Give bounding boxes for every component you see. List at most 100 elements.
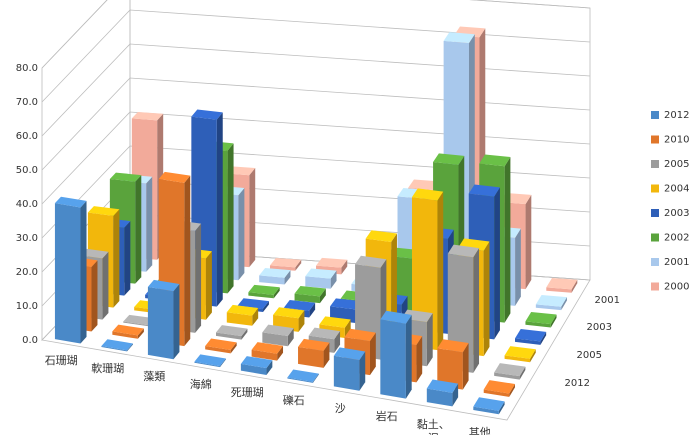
bars-layer (54, 26, 578, 415)
bar-side (319, 288, 326, 304)
bar-top (319, 316, 351, 328)
bar-side (341, 259, 348, 275)
depth-label: 2001 (595, 295, 620, 306)
bar-2010-2 (112, 324, 144, 339)
y-tick-label: 20.0 (16, 267, 38, 278)
bar-side (287, 328, 294, 347)
category-label: 死珊瑚 (231, 386, 264, 399)
bar-top (147, 279, 180, 292)
category-label: 岩石 (376, 409, 398, 423)
bar-front (504, 355, 531, 363)
bar-front (269, 265, 296, 271)
bar-2001-10 (535, 294, 567, 311)
bar-side (369, 332, 376, 376)
bar-side (462, 343, 469, 390)
bar-2004-4 (226, 304, 259, 326)
bar-side (519, 366, 526, 380)
legend-label: 2004 (664, 184, 689, 195)
bar-2002-5 (294, 285, 326, 304)
bar-front (525, 321, 551, 328)
bar-front (215, 332, 242, 340)
bar-2012-10 (473, 397, 505, 415)
bar-2002-4 (248, 284, 280, 299)
bar-top (355, 255, 387, 268)
legend-swatch (651, 258, 659, 266)
bar-side (284, 270, 291, 285)
bar-side (249, 168, 256, 268)
bar-top (365, 230, 397, 243)
bar-side (277, 345, 284, 361)
bar-2010-10 (483, 380, 515, 397)
bar-2012-8 (380, 310, 412, 399)
bar-top (408, 179, 440, 190)
bar-side (126, 343, 133, 352)
bar-front (473, 406, 499, 415)
bar-2012-4 (194, 354, 226, 368)
bar-side (295, 259, 302, 271)
bar-top (483, 380, 515, 394)
bar-top (411, 188, 444, 201)
bar-top (287, 369, 319, 382)
bar-2012-1 (54, 196, 87, 344)
bar-top (426, 379, 459, 393)
bar-2004-10 (504, 346, 536, 363)
bar-2005-10 (494, 363, 526, 380)
bar-side (266, 360, 273, 375)
category-label: 藻類 (143, 370, 165, 383)
depth-axis-labels: 2001 2003 2005 2012 (565, 295, 620, 389)
bar-front (294, 293, 320, 304)
bar-top (316, 257, 348, 268)
bar-front (287, 377, 313, 383)
legend-label: 2010 (664, 135, 689, 146)
bar-2000-4 (269, 257, 302, 271)
bar-top (54, 196, 87, 208)
legend-swatch (651, 135, 659, 144)
legend-label: 2001 (664, 257, 689, 268)
gridline (41, 77, 591, 171)
bar-top (443, 32, 475, 44)
bar-front (333, 355, 360, 391)
bar-top (101, 339, 133, 351)
bar-side (334, 331, 341, 353)
bar-2012-3 (147, 279, 180, 360)
gridline (41, 111, 591, 205)
bar-top (237, 298, 269, 309)
bar-top (109, 172, 142, 182)
legend-label: 2000 (664, 282, 689, 293)
bar-front (147, 286, 174, 360)
bar-side (241, 328, 248, 340)
bar-top (515, 329, 547, 342)
bar-side (205, 251, 212, 320)
bar-side (530, 349, 536, 363)
bar-side (263, 301, 269, 313)
bar-side (273, 287, 280, 299)
bar-side (344, 319, 351, 338)
bar-front (259, 275, 285, 285)
bar-side (452, 383, 459, 407)
depth-label: 2005 (577, 350, 602, 361)
bar-front (112, 331, 138, 339)
bar-2012-5 (240, 356, 273, 375)
bar-side (571, 279, 578, 293)
bar-top (191, 109, 223, 120)
bar-front (546, 287, 572, 293)
bar-2010-4 (205, 338, 237, 354)
y-tick-label: 40.0 (16, 199, 38, 210)
bar-2012-6 (287, 369, 319, 383)
y-tick-label: 70.0 (16, 97, 38, 108)
bar-side (137, 328, 144, 339)
bar-top (215, 325, 248, 337)
bar-2002-10 (525, 312, 557, 328)
bar-side (561, 297, 567, 311)
bar-side (426, 313, 433, 367)
legend-label: 2002 (664, 233, 689, 244)
bar-side (504, 156, 511, 323)
bar-front (205, 345, 231, 354)
bar-top (433, 153, 465, 165)
bar-side (483, 241, 490, 357)
bar-2001-5 (305, 268, 337, 289)
legend-swatch (651, 184, 659, 193)
bar-side (135, 175, 142, 284)
bar-2012-2 (101, 339, 133, 352)
